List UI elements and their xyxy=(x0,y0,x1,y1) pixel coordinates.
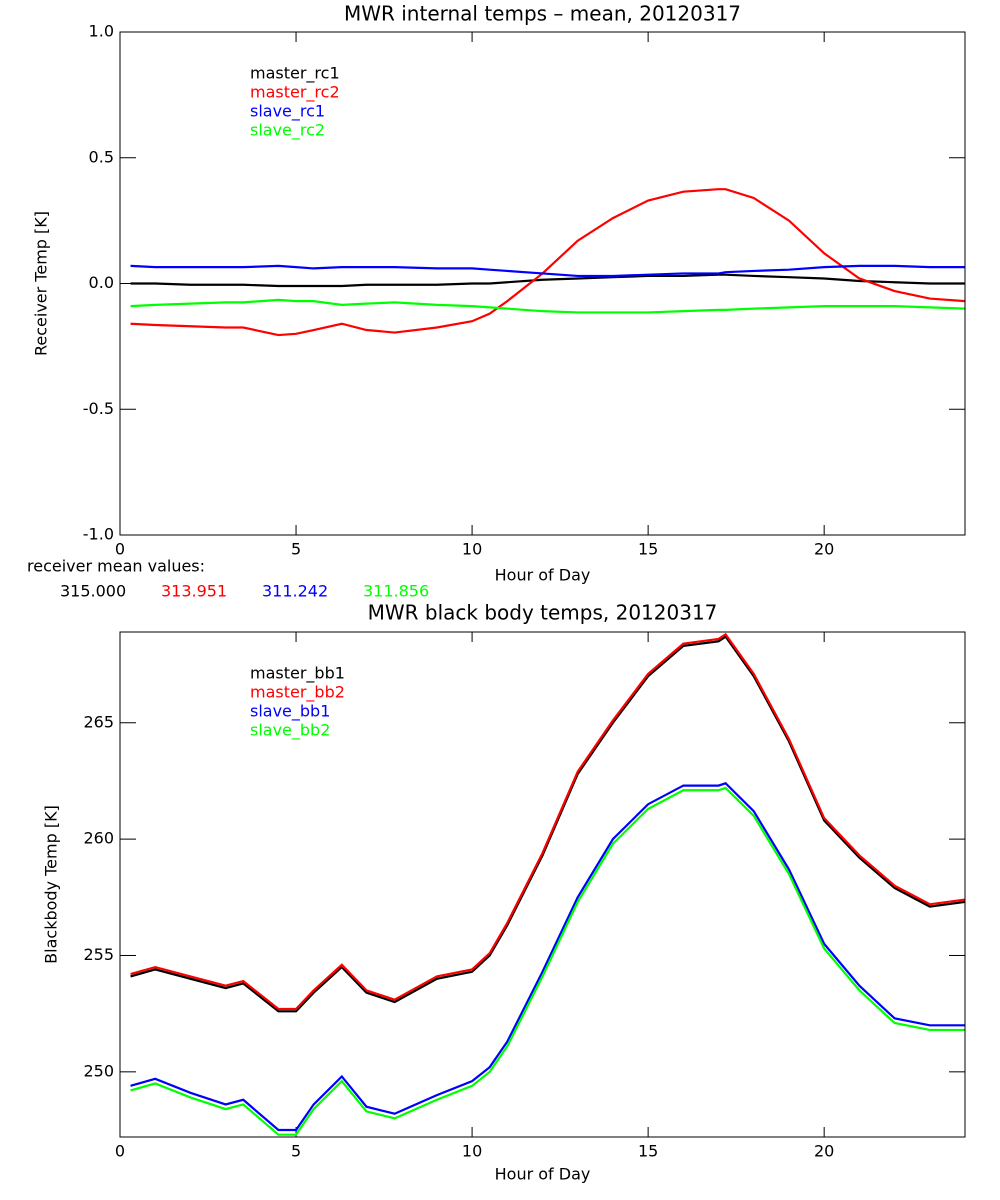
series-line xyxy=(130,782,965,1132)
legend-entry: master_bb1 xyxy=(250,664,345,684)
y-tick-label: -0.5 xyxy=(83,399,114,418)
mean-value: 311.856 xyxy=(363,582,429,601)
plot-frame xyxy=(119,31,966,536)
plot-frame xyxy=(119,631,966,1138)
x-axis-label: Hour of Day xyxy=(495,1165,591,1184)
mean-value: 315.000 xyxy=(60,582,126,601)
annotation: receiver mean values: xyxy=(27,557,205,576)
series-line xyxy=(130,786,965,1136)
y-axis-label: Blackbody Temp [K] xyxy=(42,805,61,964)
mean-value: 311.242 xyxy=(262,582,328,601)
series-line xyxy=(130,632,965,1011)
x-tick-label: 5 xyxy=(291,1142,301,1161)
x-tick-label: 5 xyxy=(291,540,301,559)
legend-entry: slave_rc1 xyxy=(250,102,325,122)
y-tick-label: 0.0 xyxy=(89,273,114,292)
y-tick-label: -1.0 xyxy=(83,525,114,544)
x-axis-label: Hour of Day xyxy=(495,566,591,585)
legend-entry: slave_bb2 xyxy=(250,721,330,741)
y-tick-label: 260 xyxy=(83,829,114,848)
chart-title: MWR internal temps – mean, 20120317 xyxy=(344,2,741,26)
legend-entry: slave_bb1 xyxy=(250,702,330,722)
legend-entry: master_rc1 xyxy=(250,64,340,84)
y-tick-label: 0.5 xyxy=(89,147,114,166)
x-tick-label: 20 xyxy=(814,1142,834,1161)
x-tick-label: 0 xyxy=(115,540,125,559)
x-tick-label: 0 xyxy=(115,1142,125,1161)
chart-title: MWR black body temps, 20120317 xyxy=(368,601,718,625)
series-line xyxy=(130,273,965,288)
legend-entry: master_rc2 xyxy=(250,83,340,103)
mean-value: 313.951 xyxy=(161,582,227,601)
x-tick-label: 15 xyxy=(638,1142,658,1161)
x-tick-label: 10 xyxy=(462,540,482,559)
x-tick-label: 15 xyxy=(638,540,658,559)
x-tick-label: 20 xyxy=(814,540,834,559)
plot-lines xyxy=(130,632,965,1136)
plot-lines xyxy=(130,188,965,337)
y-tick-label: 265 xyxy=(83,712,114,731)
y-tick-label: 255 xyxy=(83,945,114,964)
legend-entry: master_bb2 xyxy=(250,683,345,703)
y-tick-label: 1.0 xyxy=(89,22,114,41)
legend-entry: slave_rc2 xyxy=(250,121,325,141)
x-tick-label: 10 xyxy=(462,1142,482,1161)
y-axis-label: Receiver Temp [K] xyxy=(32,211,51,356)
series-line xyxy=(130,188,965,337)
series-line xyxy=(130,264,965,278)
y-tick-label: 250 xyxy=(83,1061,114,1080)
series-line xyxy=(130,298,965,314)
